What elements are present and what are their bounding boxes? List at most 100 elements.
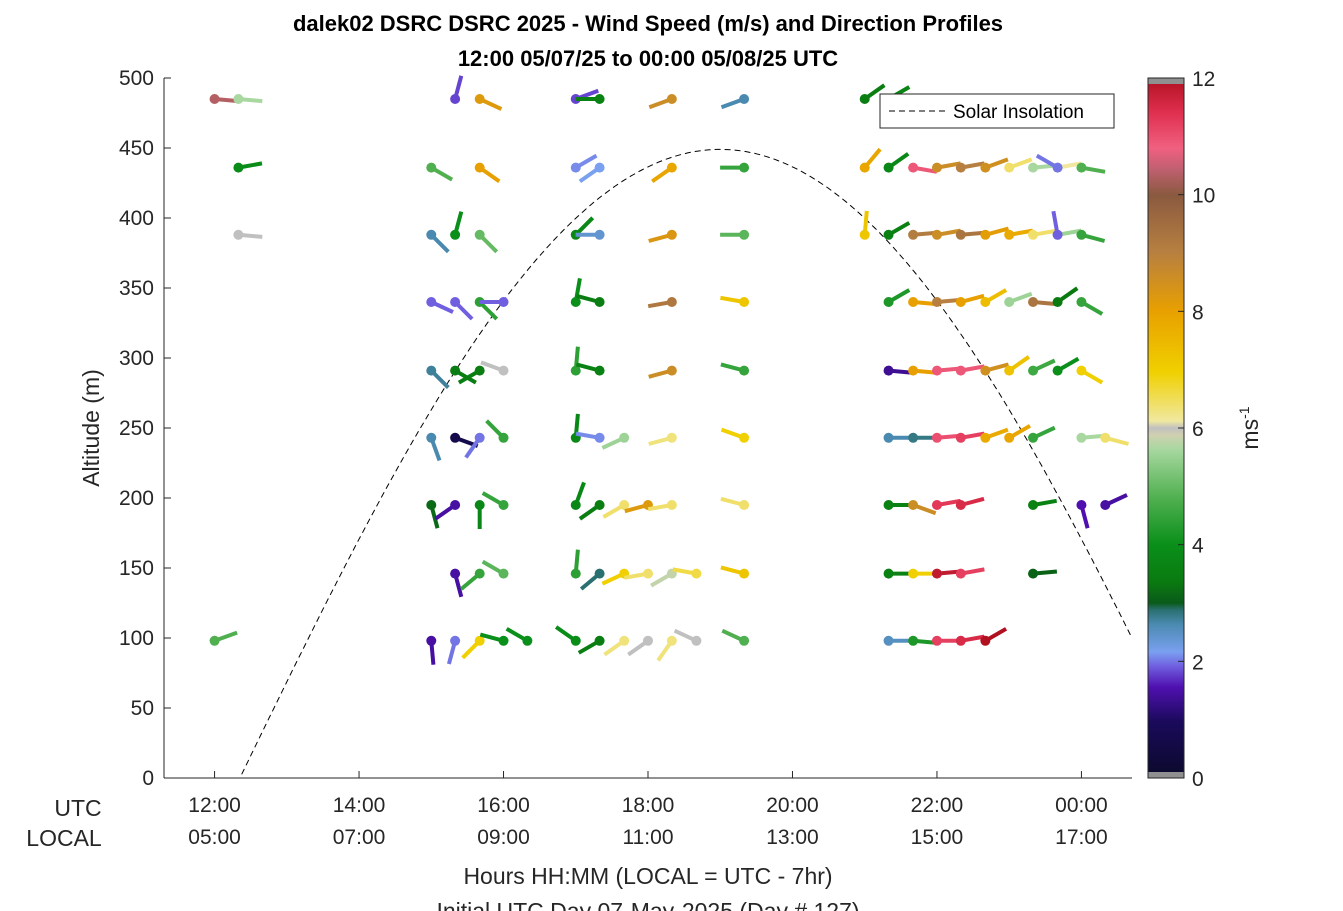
wind-barb-dot xyxy=(955,162,966,173)
wind-barb xyxy=(931,161,961,173)
wind-barb xyxy=(480,360,509,376)
wind-barb xyxy=(426,432,442,462)
wind-barb xyxy=(1004,424,1031,443)
colorbar-tick-label: 12 xyxy=(1192,68,1215,91)
wind-barb-dot xyxy=(955,500,966,510)
wind-barb-dot xyxy=(643,635,653,646)
wind-barb xyxy=(1028,498,1058,510)
wind-barb-dot xyxy=(570,162,581,173)
wind-barb-dot xyxy=(980,432,991,443)
wind-barb xyxy=(601,432,630,450)
wind-barb-dot xyxy=(908,365,919,376)
wind-barb-dot xyxy=(1004,432,1015,443)
wind-barb xyxy=(233,94,263,104)
wind-barb-dot xyxy=(233,94,244,104)
wind-barb-dot xyxy=(450,500,461,510)
wind-barb-dot xyxy=(931,568,942,579)
wind-barb-dot xyxy=(426,635,437,646)
wind-barb-dot xyxy=(739,432,750,443)
wind-barb xyxy=(1028,568,1058,579)
y-axis-ticks: 0 50 100 150 200 250 300 350 400 450 500 xyxy=(119,67,171,790)
chart-title-line1: dalek02 DSRC DSRC 2025 - Wind Speed (m/s… xyxy=(293,11,1003,36)
wind-barb xyxy=(859,210,870,240)
wind-barb xyxy=(570,549,581,579)
wind-barb xyxy=(1028,358,1056,376)
colorbar-underflow-cap xyxy=(1148,772,1184,778)
wind-barb xyxy=(570,481,586,510)
x-tick-label-utc: 20:00 xyxy=(766,794,819,817)
wind-barb-dot xyxy=(474,94,485,104)
wind-barb xyxy=(648,432,677,446)
wind-barb-dot xyxy=(450,432,461,443)
wind-barb-dot xyxy=(594,229,605,240)
y-tick-label: 50 xyxy=(131,697,154,720)
x-tick-label-local: 11:00 xyxy=(623,826,674,849)
wind-barb-dot xyxy=(739,297,750,307)
wind-barb-dot xyxy=(739,635,750,646)
wind-barb xyxy=(859,147,882,173)
wind-barb-dot xyxy=(980,297,991,307)
wind-barb-dot xyxy=(570,365,581,376)
wind-barb xyxy=(1028,228,1058,240)
wind-barb xyxy=(426,365,450,390)
wind-barb-dot xyxy=(908,635,919,646)
wind-barb-dot xyxy=(955,229,966,240)
wind-barb-dot xyxy=(666,229,677,240)
x-axis-label: Hours HH:MM (LOCAL = UTC - 7hr) xyxy=(463,863,832,889)
wind-barb-dot xyxy=(1076,432,1087,443)
chart-title-line2: 12:00 05/07/25 to 00:00 05/08/25 UTC xyxy=(458,46,838,71)
wind-barb-dot xyxy=(570,568,581,579)
wind-barb-dot xyxy=(426,365,437,376)
wind-barb-dot xyxy=(450,229,461,240)
x-tick-label-local: 17:00 xyxy=(1055,826,1108,849)
wind-barb xyxy=(457,365,485,385)
wind-barb-dot xyxy=(594,297,605,307)
wind-barb-dot xyxy=(666,297,677,307)
wind-barb xyxy=(624,568,653,580)
wind-barb-dot xyxy=(883,365,894,376)
wind-barb xyxy=(1004,228,1034,240)
wind-barb xyxy=(980,427,1009,443)
colorbar-tick-label: 8 xyxy=(1192,301,1204,324)
wind-barb xyxy=(570,278,582,307)
wind-barb-dot xyxy=(426,297,437,307)
wind-barb xyxy=(575,293,605,307)
x-tick-label-utc: 16:00 xyxy=(477,794,530,817)
wind-barb xyxy=(883,221,911,240)
wind-barb xyxy=(648,229,677,243)
wind-barb xyxy=(434,500,461,521)
colorbar-unit: ms xyxy=(1237,419,1263,450)
wind-barb-dot xyxy=(1028,162,1039,173)
wind-barb xyxy=(1051,210,1063,240)
wind-barb-dot xyxy=(594,500,605,510)
wind-barb-dot xyxy=(209,94,220,104)
wind-barb-dot xyxy=(1076,297,1087,307)
wind-barb-dot xyxy=(955,635,966,646)
x-axis-ticks: 12:00 05:00 14:00 07:00 16:00 09:00 18:00 11:00… xyxy=(188,771,1108,849)
wind-barb-dot xyxy=(931,500,942,510)
wind-barb-dot xyxy=(209,635,220,646)
colorbar-ticks: 0 2 4 6 8 10 12 xyxy=(1178,68,1215,791)
wind-barb-dot xyxy=(619,635,630,646)
wind-barb-dot xyxy=(450,568,461,579)
wind-barb-dot xyxy=(1004,297,1015,307)
wind-barb-dot xyxy=(908,162,919,173)
wind-barb xyxy=(980,226,1010,240)
wind-barb-dot xyxy=(570,635,581,646)
x-tick-label-local: 15:00 xyxy=(911,826,964,849)
wind-barb xyxy=(720,94,750,110)
wind-barb-dot xyxy=(739,500,750,510)
wind-barb-dot xyxy=(594,635,605,646)
wind-barb-dot xyxy=(980,635,991,646)
wind-barb xyxy=(450,568,464,598)
wind-barb-dot xyxy=(474,568,485,579)
wind-barb xyxy=(1035,153,1063,173)
y-tick-label: 500 xyxy=(119,67,154,90)
y-tick-label: 300 xyxy=(119,347,154,370)
utc-row-label: UTC xyxy=(54,795,101,821)
wind-barb xyxy=(720,427,750,443)
wind-barb xyxy=(955,293,985,307)
wind-barb xyxy=(554,625,581,646)
x-tick-label-local: 07:00 xyxy=(333,826,386,849)
wind-barb xyxy=(575,94,605,104)
